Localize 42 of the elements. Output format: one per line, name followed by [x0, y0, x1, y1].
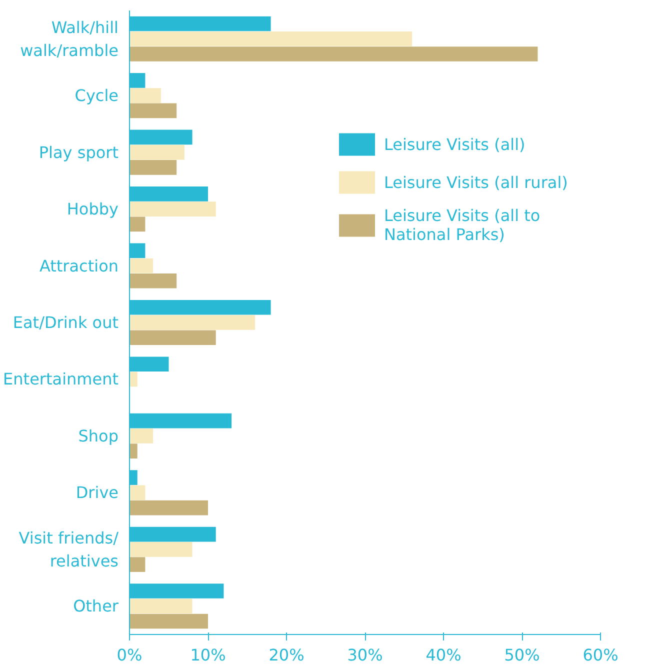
y-tick-label: Entertainment [3, 370, 118, 389]
y-tick-label: Walk/hill walk/ramble [20, 18, 119, 60]
bar [130, 315, 256, 330]
bar [130, 160, 177, 175]
bar [130, 485, 146, 500]
bar [130, 428, 154, 444]
y-tick-label: Visit friends/ relatives [18, 528, 120, 570]
bar [130, 273, 177, 288]
y-tick-label: Hobby [66, 200, 119, 219]
y-tick-label: Eat/Drink out [12, 313, 119, 332]
bar [130, 557, 146, 572]
y-tick-label: Play sport [38, 142, 119, 162]
bar [130, 144, 184, 160]
x-tick-label: 10% [190, 646, 226, 664]
legend-label: Leisure Visits (all to National Parks) [384, 206, 540, 244]
x-tick-label: 60% [582, 646, 618, 664]
bar [130, 46, 538, 62]
x-tick-label: 0% [116, 646, 142, 664]
bar [130, 372, 138, 387]
x-tick-label: 30% [347, 646, 383, 664]
bar [130, 444, 138, 458]
y-tick-label: Cycle [74, 86, 119, 106]
x-tick-label: 40% [426, 646, 462, 664]
bar [130, 542, 192, 557]
y-tick-label: Drive [76, 483, 118, 502]
bar [130, 103, 177, 118]
legend-label: Leisure Visits (all rural) [384, 172, 568, 192]
bar [130, 88, 161, 104]
bar [130, 614, 208, 629]
bar [130, 202, 216, 216]
bar [130, 31, 412, 46]
bar [130, 258, 154, 274]
bar [130, 330, 216, 346]
y-tick-label: Shop [78, 426, 119, 446]
x-tick-label: 20% [268, 646, 304, 664]
legend-label: Leisure Visits (all) [384, 134, 526, 154]
y-tick-label: Other [73, 596, 119, 616]
bar [130, 216, 146, 232]
bar [130, 598, 192, 614]
bar [130, 500, 208, 516]
x-tick-label: 50% [504, 646, 540, 664]
y-tick-label: Attraction [39, 256, 119, 276]
